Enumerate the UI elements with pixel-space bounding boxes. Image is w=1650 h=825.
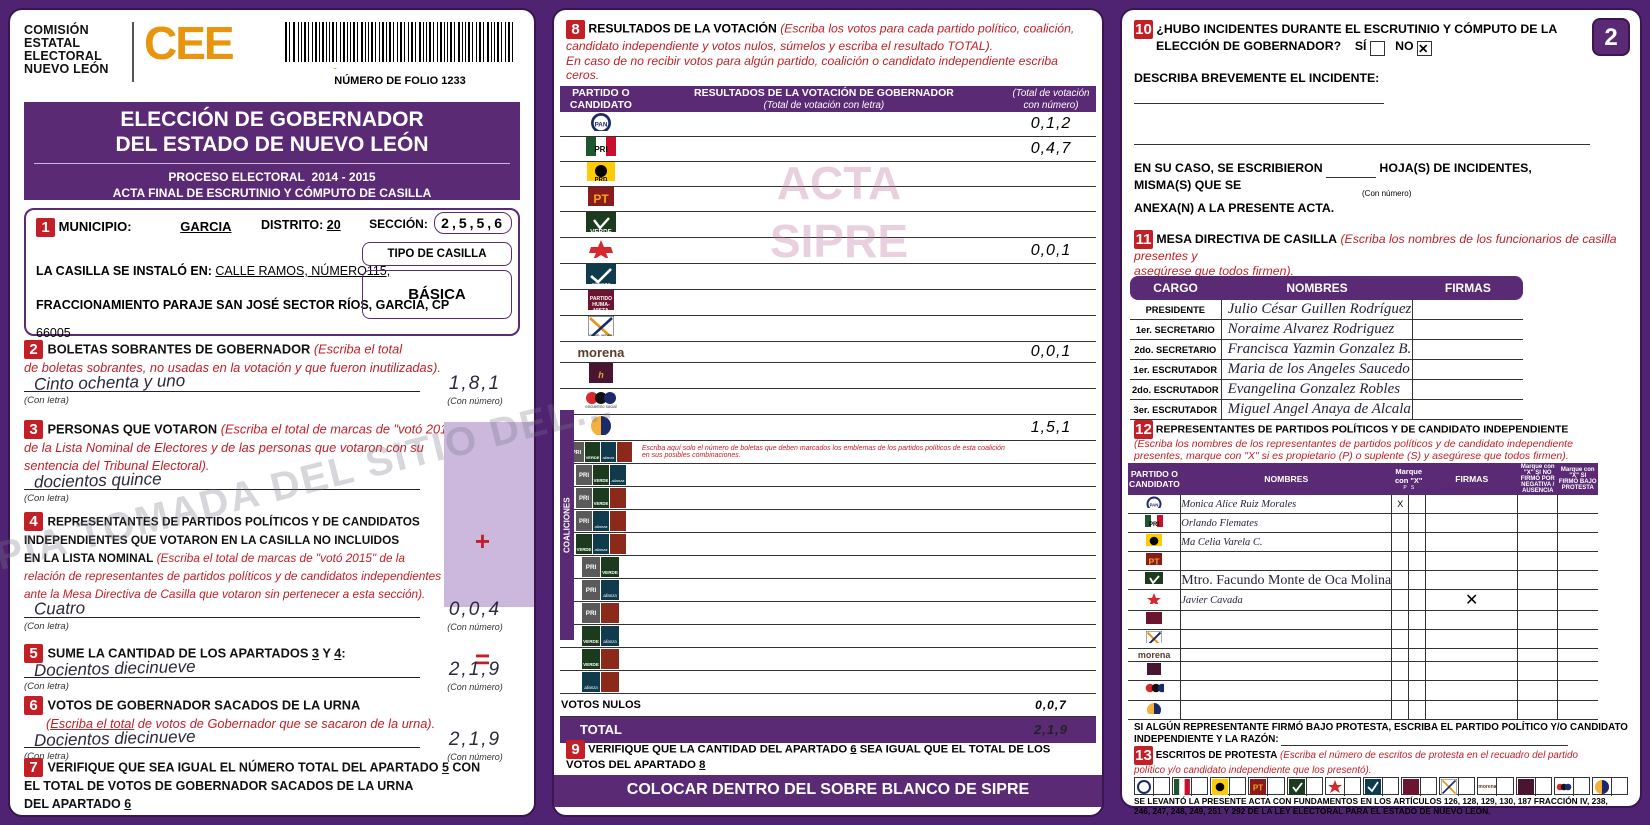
- svg-text:alianza: alianza: [591, 283, 611, 285]
- svg-text:VERDE: VERDE: [586, 455, 600, 460]
- svg-text:PRI: PRI: [594, 145, 607, 154]
- svg-text:CAND. INDEP.: CAND. INDEP.: [589, 334, 613, 336]
- svg-text:MOV. CIUDADANO: MOV. CIUDADANO: [584, 258, 618, 259]
- svg-text:PT: PT: [1253, 784, 1263, 793]
- svg-text:PT: PT: [593, 192, 609, 206]
- svg-text:PRI: PRI: [579, 496, 589, 502]
- svg-text:h: h: [598, 370, 604, 380]
- svg-text:PAN: PAN: [595, 122, 608, 129]
- svg-text:VERDE: VERDE: [603, 570, 619, 575]
- svg-text:VERDE: VERDE: [590, 229, 612, 233]
- svg-text:PRI: PRI: [579, 519, 589, 525]
- svg-text:PAN: PAN: [1150, 502, 1159, 507]
- svg-text:NISTA: NISTA: [593, 308, 609, 310]
- svg-text:VERDE: VERDE: [594, 478, 609, 483]
- svg-text:alianza: alianza: [604, 639, 618, 644]
- svg-text:alianza: alianza: [603, 456, 615, 460]
- svg-text:PRI: PRI: [586, 564, 597, 571]
- svg-text:VERDE: VERDE: [594, 501, 609, 506]
- svg-text:alianza: alianza: [595, 547, 608, 552]
- svg-text:PRI: PRI: [579, 473, 589, 479]
- svg-text:alianza: alianza: [595, 524, 608, 529]
- svg-text:PRD: PRD: [595, 178, 608, 182]
- svg-text:VERDE: VERDE: [577, 547, 592, 552]
- svg-text:INDEPENDIENTE: INDEPENDIENTE: [588, 435, 614, 436]
- svg-text:alianza: alianza: [612, 478, 625, 483]
- svg-text:VERDE: VERDE: [584, 662, 600, 667]
- svg-text:PRI: PRI: [1149, 522, 1159, 527]
- svg-text:alianza: alianza: [585, 685, 599, 690]
- svg-text:PRI: PRI: [586, 587, 597, 594]
- svg-text:alianza: alianza: [604, 593, 618, 598]
- svg-text:PT: PT: [1149, 557, 1161, 566]
- svg-text:PRI: PRI: [586, 610, 597, 617]
- svg-text:VERDE: VERDE: [584, 639, 600, 644]
